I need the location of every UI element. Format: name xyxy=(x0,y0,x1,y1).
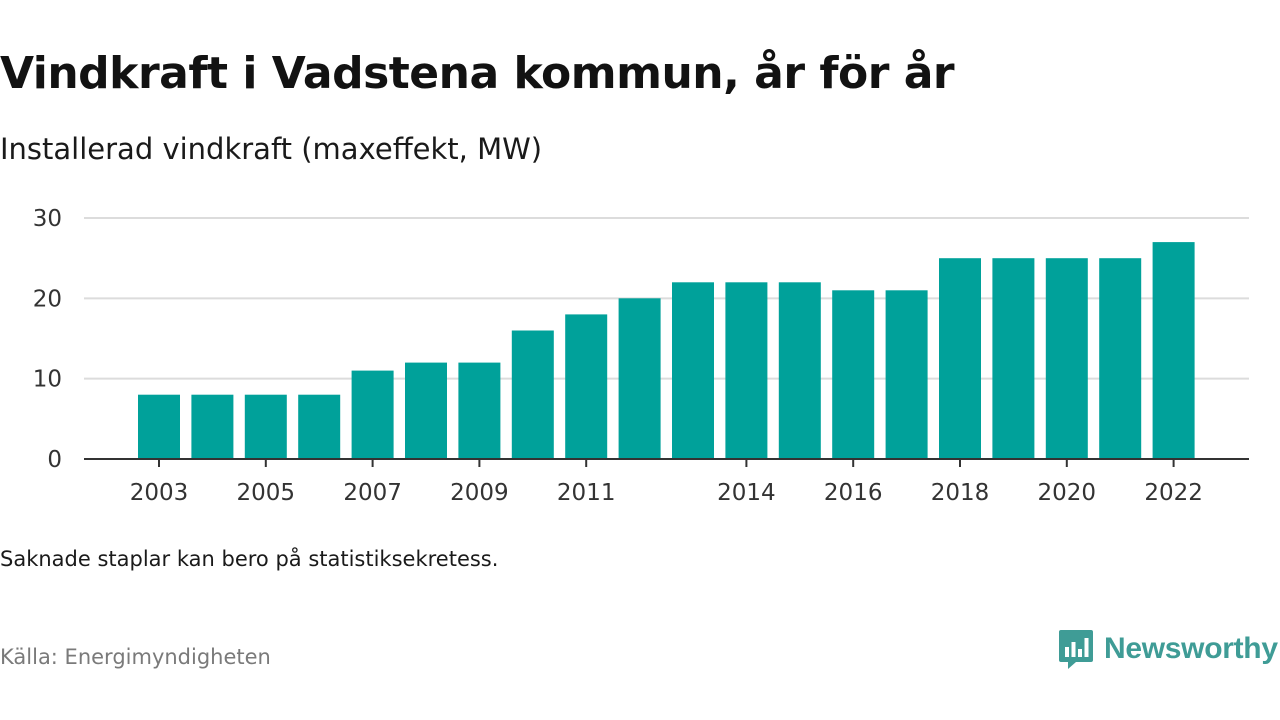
bar-2018 xyxy=(939,258,981,459)
bar-2004 xyxy=(191,394,234,459)
bar-2008 xyxy=(405,362,447,459)
bar-2010 xyxy=(511,330,554,459)
x-tick-label: 2022 xyxy=(1144,480,1203,506)
footnote: Saknade staplar kan bero på statistiksek… xyxy=(0,547,499,571)
x-tick-label: 2005 xyxy=(237,480,296,506)
bar-2009 xyxy=(458,362,501,459)
y-tick-label: 0 xyxy=(47,447,62,473)
brand-name: Newsworthy xyxy=(1104,632,1278,665)
x-tick-label: 2003 xyxy=(130,480,189,506)
y-tick-label: 20 xyxy=(33,286,62,312)
bar-2017 xyxy=(885,290,928,459)
bars xyxy=(138,242,1195,459)
bar-2014 xyxy=(725,282,768,459)
x-tick-label: 2009 xyxy=(450,480,509,506)
bar-2006 xyxy=(298,394,341,459)
bar-2019 xyxy=(992,258,1035,459)
bar-2022 xyxy=(1152,242,1195,459)
bar-2005 xyxy=(244,394,287,459)
chart-title: Vindkraft i Vadstena kommun, år för år xyxy=(0,48,955,99)
bar-chart: 0 10 20 30 2003 2005 2007 2009 2011 2014 2016 2018… xyxy=(33,206,1249,506)
bar-2013 xyxy=(672,282,714,459)
bar-2015 xyxy=(778,282,821,459)
bar-2011 xyxy=(565,314,608,459)
x-tick-label: 2014 xyxy=(717,480,776,506)
bar-2012 xyxy=(618,298,661,459)
x-tick-label: 2016 xyxy=(824,480,883,506)
bar-2020 xyxy=(1045,258,1088,459)
y-axis: 0 10 20 30 xyxy=(33,206,62,473)
y-tick-label: 30 xyxy=(33,206,62,232)
bar-2007 xyxy=(351,370,394,459)
bar-2003 xyxy=(138,394,180,459)
x-axis: 2003 2005 2007 2009 2011 2014 2016 2018 2020 2022 xyxy=(130,459,1203,506)
x-tick-label: 2007 xyxy=(343,480,402,506)
newsworthy-logo-icon xyxy=(1059,630,1093,669)
chart-subtitle: Installerad vindkraft (maxeffekt, MW) xyxy=(0,132,543,166)
x-tick-label: 2020 xyxy=(1038,480,1097,506)
bar-2016 xyxy=(832,290,875,459)
source-text: Källa: Energimyndigheten xyxy=(0,645,271,669)
x-tick-label: 2011 xyxy=(557,480,616,506)
brand-logo: Newsworthy xyxy=(1058,628,1278,670)
x-tick-label: 2018 xyxy=(931,480,990,506)
y-tick-label: 10 xyxy=(33,367,62,393)
bar-2021 xyxy=(1099,258,1142,459)
